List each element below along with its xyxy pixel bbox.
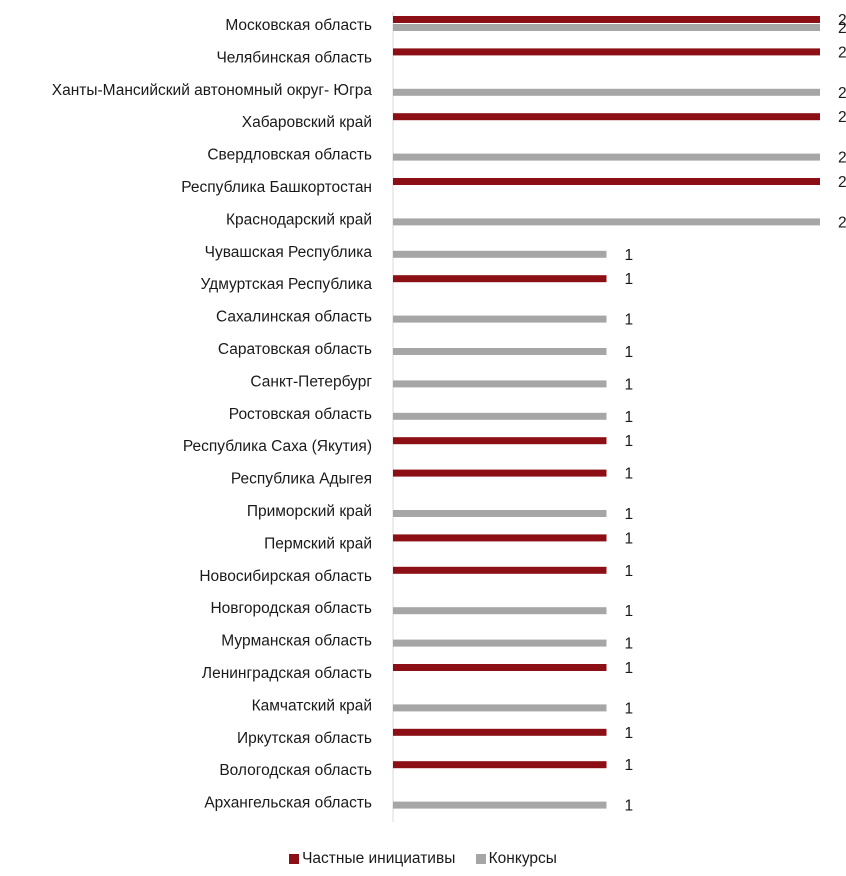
- legend: Частные инициативы Конкурсы: [0, 850, 846, 869]
- data-label: 2: [838, 150, 846, 167]
- category-label: Мурманская область: [221, 633, 372, 650]
- bar-contests: [393, 412, 607, 420]
- data-label: 1: [625, 563, 634, 580]
- data-label: 1: [625, 700, 634, 717]
- legend-swatch-private: [289, 854, 300, 864]
- bar-contests: [393, 250, 607, 258]
- data-label: 1: [625, 530, 634, 547]
- category-label: Новосибирская область: [199, 568, 372, 585]
- bar-private-initiatives: [393, 113, 820, 121]
- bar-private-initiatives: [393, 566, 607, 574]
- category-label: Краснодарский край: [226, 211, 372, 228]
- data-label: 2: [838, 174, 846, 191]
- data-label: 1: [625, 757, 634, 774]
- category-label: Ростовская область: [229, 406, 372, 423]
- bar-private-initiatives: [393, 275, 607, 283]
- data-label: 1: [625, 466, 634, 483]
- legend-swatch-contests: [475, 854, 486, 864]
- data-label: 1: [625, 603, 634, 620]
- legend-item-contests: Конкурсы: [475, 850, 557, 868]
- bar-contests: [393, 348, 607, 355]
- data-label: 1: [625, 660, 634, 677]
- data-label: 1: [625, 725, 634, 742]
- bar-private-initiatives: [393, 178, 820, 185]
- category-label: Пермский край: [264, 535, 372, 552]
- data-label: 1: [625, 409, 634, 426]
- legend-label-private: Частные инициативы: [302, 850, 456, 867]
- bar-contests: [393, 88, 820, 96]
- bar-contests: [393, 218, 820, 226]
- data-label: 1: [625, 433, 634, 450]
- category-label: Саратовская область: [218, 341, 372, 358]
- data-label: 1: [625, 344, 634, 361]
- category-label: Ханты-Мансийский автономный округ- Югра: [52, 82, 373, 99]
- data-label: 2: [838, 85, 846, 102]
- category-label: Челябинская область: [216, 49, 372, 66]
- category-label: Удмуртская Республика: [201, 276, 373, 293]
- category-labels: Московская область Челябинская область Хан…: [52, 17, 373, 812]
- bar-private-initiatives: [393, 16, 820, 23]
- category-label: Московская область: [225, 17, 372, 34]
- bar-private-initiatives: [393, 469, 607, 477]
- data-label: 2: [838, 12, 846, 29]
- bar-chart: Московская область Челябинская область Хан…: [52, 12, 846, 822]
- category-label: Республика Башкортостан: [181, 179, 372, 196]
- data-label: 2: [838, 20, 846, 37]
- data-label: 1: [625, 247, 634, 264]
- bars: [393, 16, 820, 809]
- category-label: Приморский край: [247, 503, 372, 520]
- bar-private-initiatives: [393, 664, 607, 671]
- data-label: 1: [625, 798, 634, 815]
- bar-private-initiatives: [393, 728, 607, 736]
- bar-private-initiatives: [393, 761, 607, 769]
- category-label: Санкт-Петербург: [250, 373, 372, 390]
- bar-contests: [393, 315, 607, 323]
- category-label: Свердловская область: [207, 147, 372, 164]
- bar-private-initiatives: [393, 534, 607, 542]
- data-label: 2: [838, 214, 846, 231]
- category-label: Ленинградская область: [202, 665, 372, 682]
- category-label: Новгородская область: [210, 600, 372, 617]
- bar-contests: [393, 153, 820, 161]
- data-label: 1: [625, 636, 634, 653]
- category-label: Чувашская Республика: [205, 244, 373, 261]
- legend-label-contests: Конкурсы: [488, 850, 557, 867]
- category-label: Вологодская область: [219, 762, 372, 779]
- bar-contests: [393, 704, 607, 712]
- data-label: 2: [838, 109, 846, 126]
- category-label: Сахалинская область: [216, 309, 372, 326]
- category-label: Республика Адыгея: [231, 471, 372, 488]
- data-label: 1: [625, 506, 634, 523]
- data-label: 1: [625, 312, 634, 329]
- category-label: Камчатский край: [252, 697, 372, 714]
- category-label: Иркутская область: [237, 730, 372, 747]
- bar-contests: [393, 801, 607, 809]
- data-label: 1: [625, 271, 634, 288]
- bar-private-initiatives: [393, 437, 607, 445]
- data-label: 2: [838, 44, 846, 61]
- bar-contests: [393, 607, 607, 615]
- category-label: Архангельская область: [204, 795, 372, 812]
- bar-contests: [393, 380, 607, 388]
- legend-item-private: Частные инициативы: [289, 850, 455, 868]
- bar-contests: [393, 639, 607, 647]
- bar-contests: [393, 510, 607, 517]
- bar-contests: [393, 24, 820, 31]
- bar-private-initiatives: [393, 48, 820, 56]
- data-label: 1: [625, 376, 634, 393]
- category-label: Хабаровский край: [242, 114, 372, 131]
- category-label: Республика Саха (Якутия): [183, 438, 372, 455]
